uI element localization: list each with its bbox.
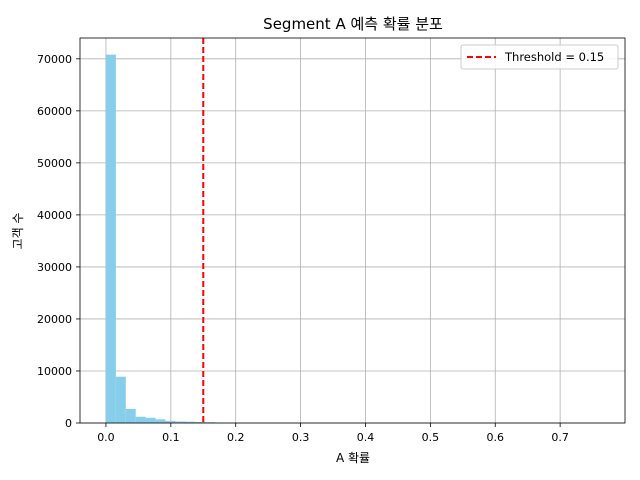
chart-title: Segment A 예측 확률 분포 [263,15,443,33]
x-tick-label: 0.1 [162,431,180,444]
x-axis-ticks: 0.0 0.1 0.2 0.3 0.4 0.5 0.6 0.7 [97,423,569,444]
x-tick-label: 0.7 [551,431,569,444]
x-tick-label: 0.2 [227,431,245,444]
grid-lines [80,38,625,424]
y-axis-label: 고객 수 [11,213,25,250]
x-tick-label: 0.3 [292,431,310,444]
histogram-bar [145,417,156,423]
y-tick-label: 30000 [37,261,72,274]
y-tick-label: 10000 [37,365,72,378]
y-tick-label: 70000 [37,53,72,66]
histogram-bar [155,419,166,423]
legend-box [460,44,619,70]
legend-threshold-label: Threshold = 0.15 [504,50,604,64]
histogram-bar [185,421,196,423]
y-tick-label: 50000 [37,157,72,170]
plot-frame [79,37,626,424]
histogram-bar [135,416,146,423]
x-tick-label: 0.0 [97,431,115,444]
x-tick-label: 0.5 [422,431,440,444]
histogram-bar [105,54,116,423]
histogram-bar [115,376,126,423]
x-tick-label: 0.6 [486,431,504,444]
histogram-bar [175,421,186,423]
x-tick-label: 0.4 [357,431,375,444]
x-axis-label: A 확률 [336,451,370,465]
legend: Threshold = 0.15 [460,44,619,70]
histogram-bar [125,408,136,423]
y-tick-label: 20000 [37,313,72,326]
y-tick-label: 40000 [37,209,72,222]
histogram-bar [195,421,206,423]
y-tick-label: 60000 [37,105,72,118]
y-axis-ticks: 0 10000 20000 30000 40000 50000 60000 70000 [37,53,80,430]
histogram-bar [165,420,176,423]
histogram-bars [105,54,285,423]
y-tick-label: 0 [65,417,72,430]
